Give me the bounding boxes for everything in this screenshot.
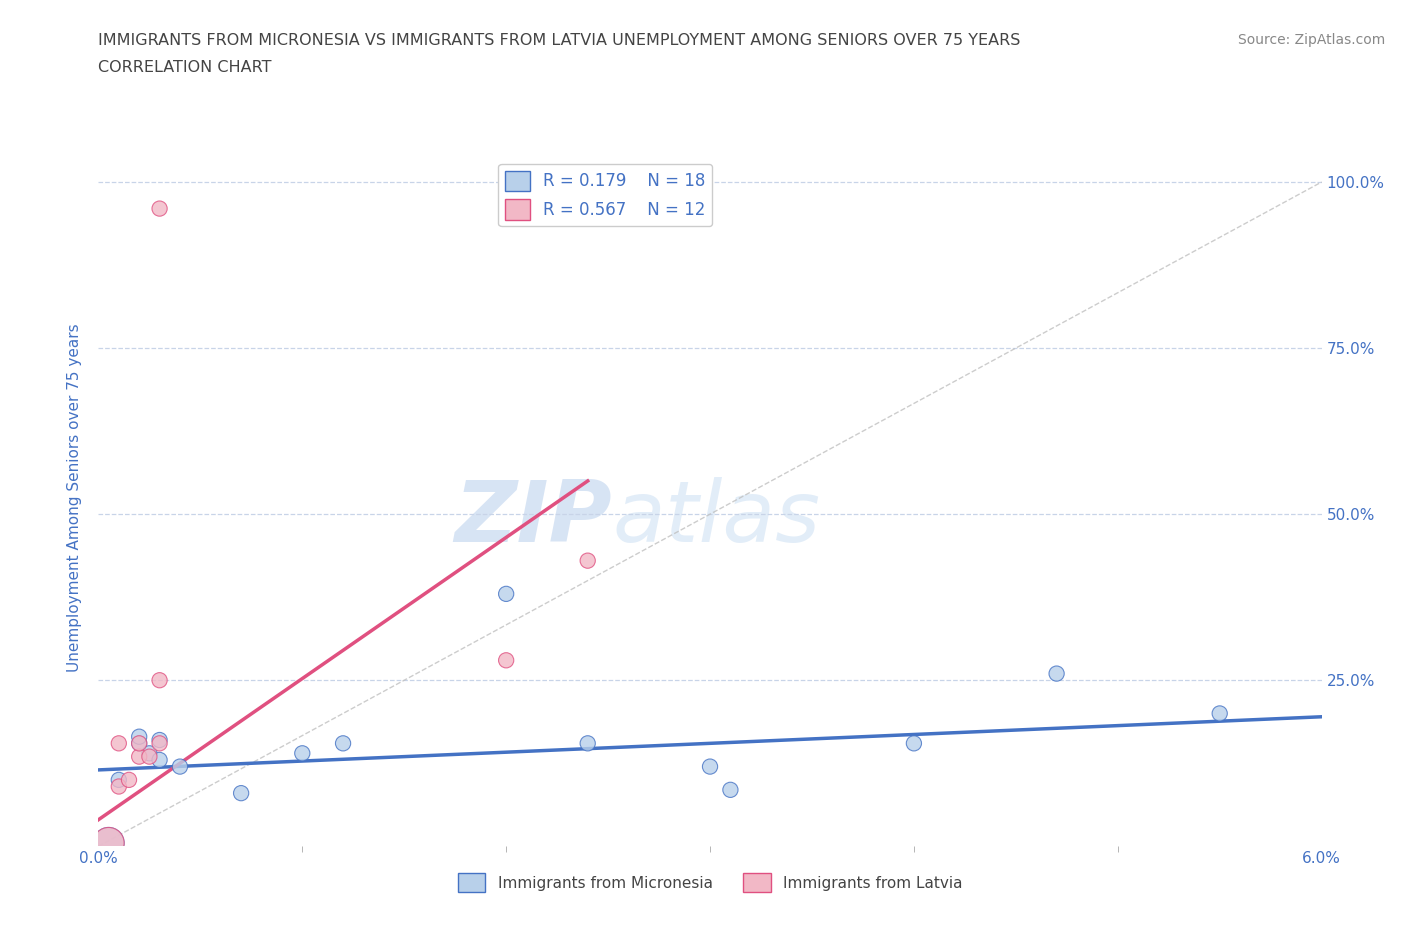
Point: [138, 746, 160, 761]
Point: [576, 553, 599, 568]
Point: [128, 736, 150, 751]
Y-axis label: Unemployment Among Seniors over 75 years: Unemployment Among Seniors over 75 years: [67, 324, 83, 671]
Point: [149, 736, 172, 751]
Point: [108, 773, 131, 788]
Text: ZIP: ZIP: [454, 477, 612, 560]
Point: [149, 733, 172, 748]
Point: [495, 653, 517, 668]
Point: [699, 759, 721, 774]
Text: Source: ZipAtlas.com: Source: ZipAtlas.com: [1237, 33, 1385, 46]
Point: [718, 782, 742, 797]
Point: [97, 835, 120, 850]
Point: [495, 587, 517, 602]
Point: [149, 672, 172, 687]
Legend: Immigrants from Micronesia, Immigrants from Latvia: Immigrants from Micronesia, Immigrants f…: [451, 867, 969, 898]
Point: [1208, 706, 1232, 721]
Point: [903, 736, 925, 751]
Text: IMMIGRANTS FROM MICRONESIA VS IMMIGRANTS FROM LATVIA UNEMPLOYMENT AMONG SENIORS : IMMIGRANTS FROM MICRONESIA VS IMMIGRANTS…: [98, 33, 1021, 47]
Point: [576, 736, 599, 751]
Point: [128, 736, 150, 751]
Point: [332, 736, 354, 751]
Point: [108, 779, 131, 794]
Point: [291, 746, 314, 761]
Point: [149, 752, 172, 767]
Point: [128, 750, 150, 764]
Point: [138, 750, 160, 764]
Point: [149, 201, 172, 216]
Text: atlas: atlas: [612, 477, 820, 560]
Point: [118, 773, 141, 788]
Point: [128, 729, 150, 744]
Point: [1045, 666, 1069, 681]
Point: [97, 835, 120, 850]
Point: [231, 786, 253, 801]
Point: [169, 759, 191, 774]
Point: [108, 736, 131, 751]
Text: CORRELATION CHART: CORRELATION CHART: [98, 60, 271, 75]
